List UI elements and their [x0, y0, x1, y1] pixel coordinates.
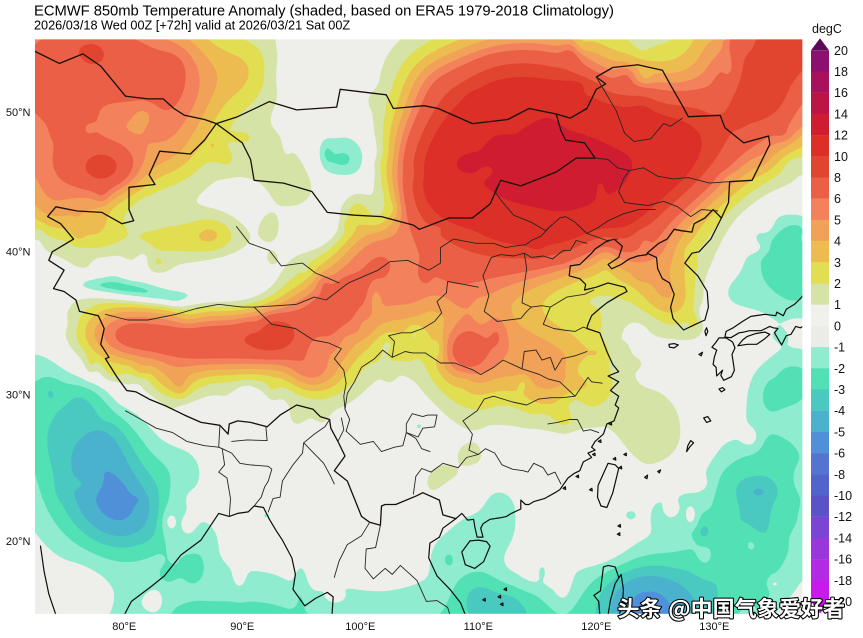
- svg-text:90°E: 90°E: [230, 621, 254, 633]
- svg-text:-3: -3: [834, 383, 845, 397]
- svg-text:12: 12: [834, 129, 848, 143]
- svg-text:-16: -16: [834, 553, 852, 567]
- svg-text:-12: -12: [834, 510, 852, 524]
- svg-text:16: 16: [834, 86, 848, 100]
- svg-text:40°N: 40°N: [6, 246, 31, 258]
- svg-text:50°N: 50°N: [6, 107, 31, 119]
- svg-text:ECMWF 850mb Temperature Anomal: ECMWF 850mb Temperature Anomaly (shaded,…: [34, 4, 614, 20]
- svg-text:18: 18: [834, 65, 848, 79]
- svg-text:5: 5: [834, 213, 841, 227]
- svg-text:2: 2: [834, 277, 841, 291]
- svg-text:120°E: 120°E: [581, 621, 611, 633]
- svg-text:2026/03/18 Wed 00Z [+72h] vali: 2026/03/18 Wed 00Z [+72h] valid at 2026/…: [34, 19, 350, 33]
- svg-text:-10: -10: [834, 489, 852, 503]
- svg-text:degC: degC: [812, 22, 842, 36]
- svg-text:-5: -5: [834, 425, 845, 439]
- svg-text:-18: -18: [834, 574, 852, 588]
- svg-text:110°E: 110°E: [464, 621, 493, 633]
- svg-text:3: 3: [834, 256, 841, 270]
- svg-text:14: 14: [834, 107, 848, 121]
- svg-text:-8: -8: [834, 468, 845, 482]
- svg-text:-4: -4: [834, 404, 845, 418]
- svg-text:130°E: 130°E: [699, 621, 729, 633]
- svg-text:20: 20: [834, 44, 848, 58]
- svg-text:1: 1: [834, 298, 841, 312]
- svg-text:6: 6: [834, 192, 841, 206]
- svg-text:100°E: 100°E: [345, 621, 375, 633]
- svg-text:4: 4: [834, 235, 841, 249]
- svg-text:8: 8: [834, 171, 841, 185]
- svg-text:-14: -14: [834, 531, 852, 545]
- svg-text:0: 0: [834, 319, 841, 333]
- svg-text:20°N: 20°N: [6, 536, 31, 548]
- svg-text:10: 10: [834, 150, 848, 164]
- svg-text:-1: -1: [834, 341, 845, 355]
- svg-text:30°N: 30°N: [6, 389, 31, 401]
- svg-text:-6: -6: [834, 447, 845, 461]
- svg-text:80°E: 80°E: [112, 621, 136, 633]
- svg-text:-2: -2: [834, 362, 845, 376]
